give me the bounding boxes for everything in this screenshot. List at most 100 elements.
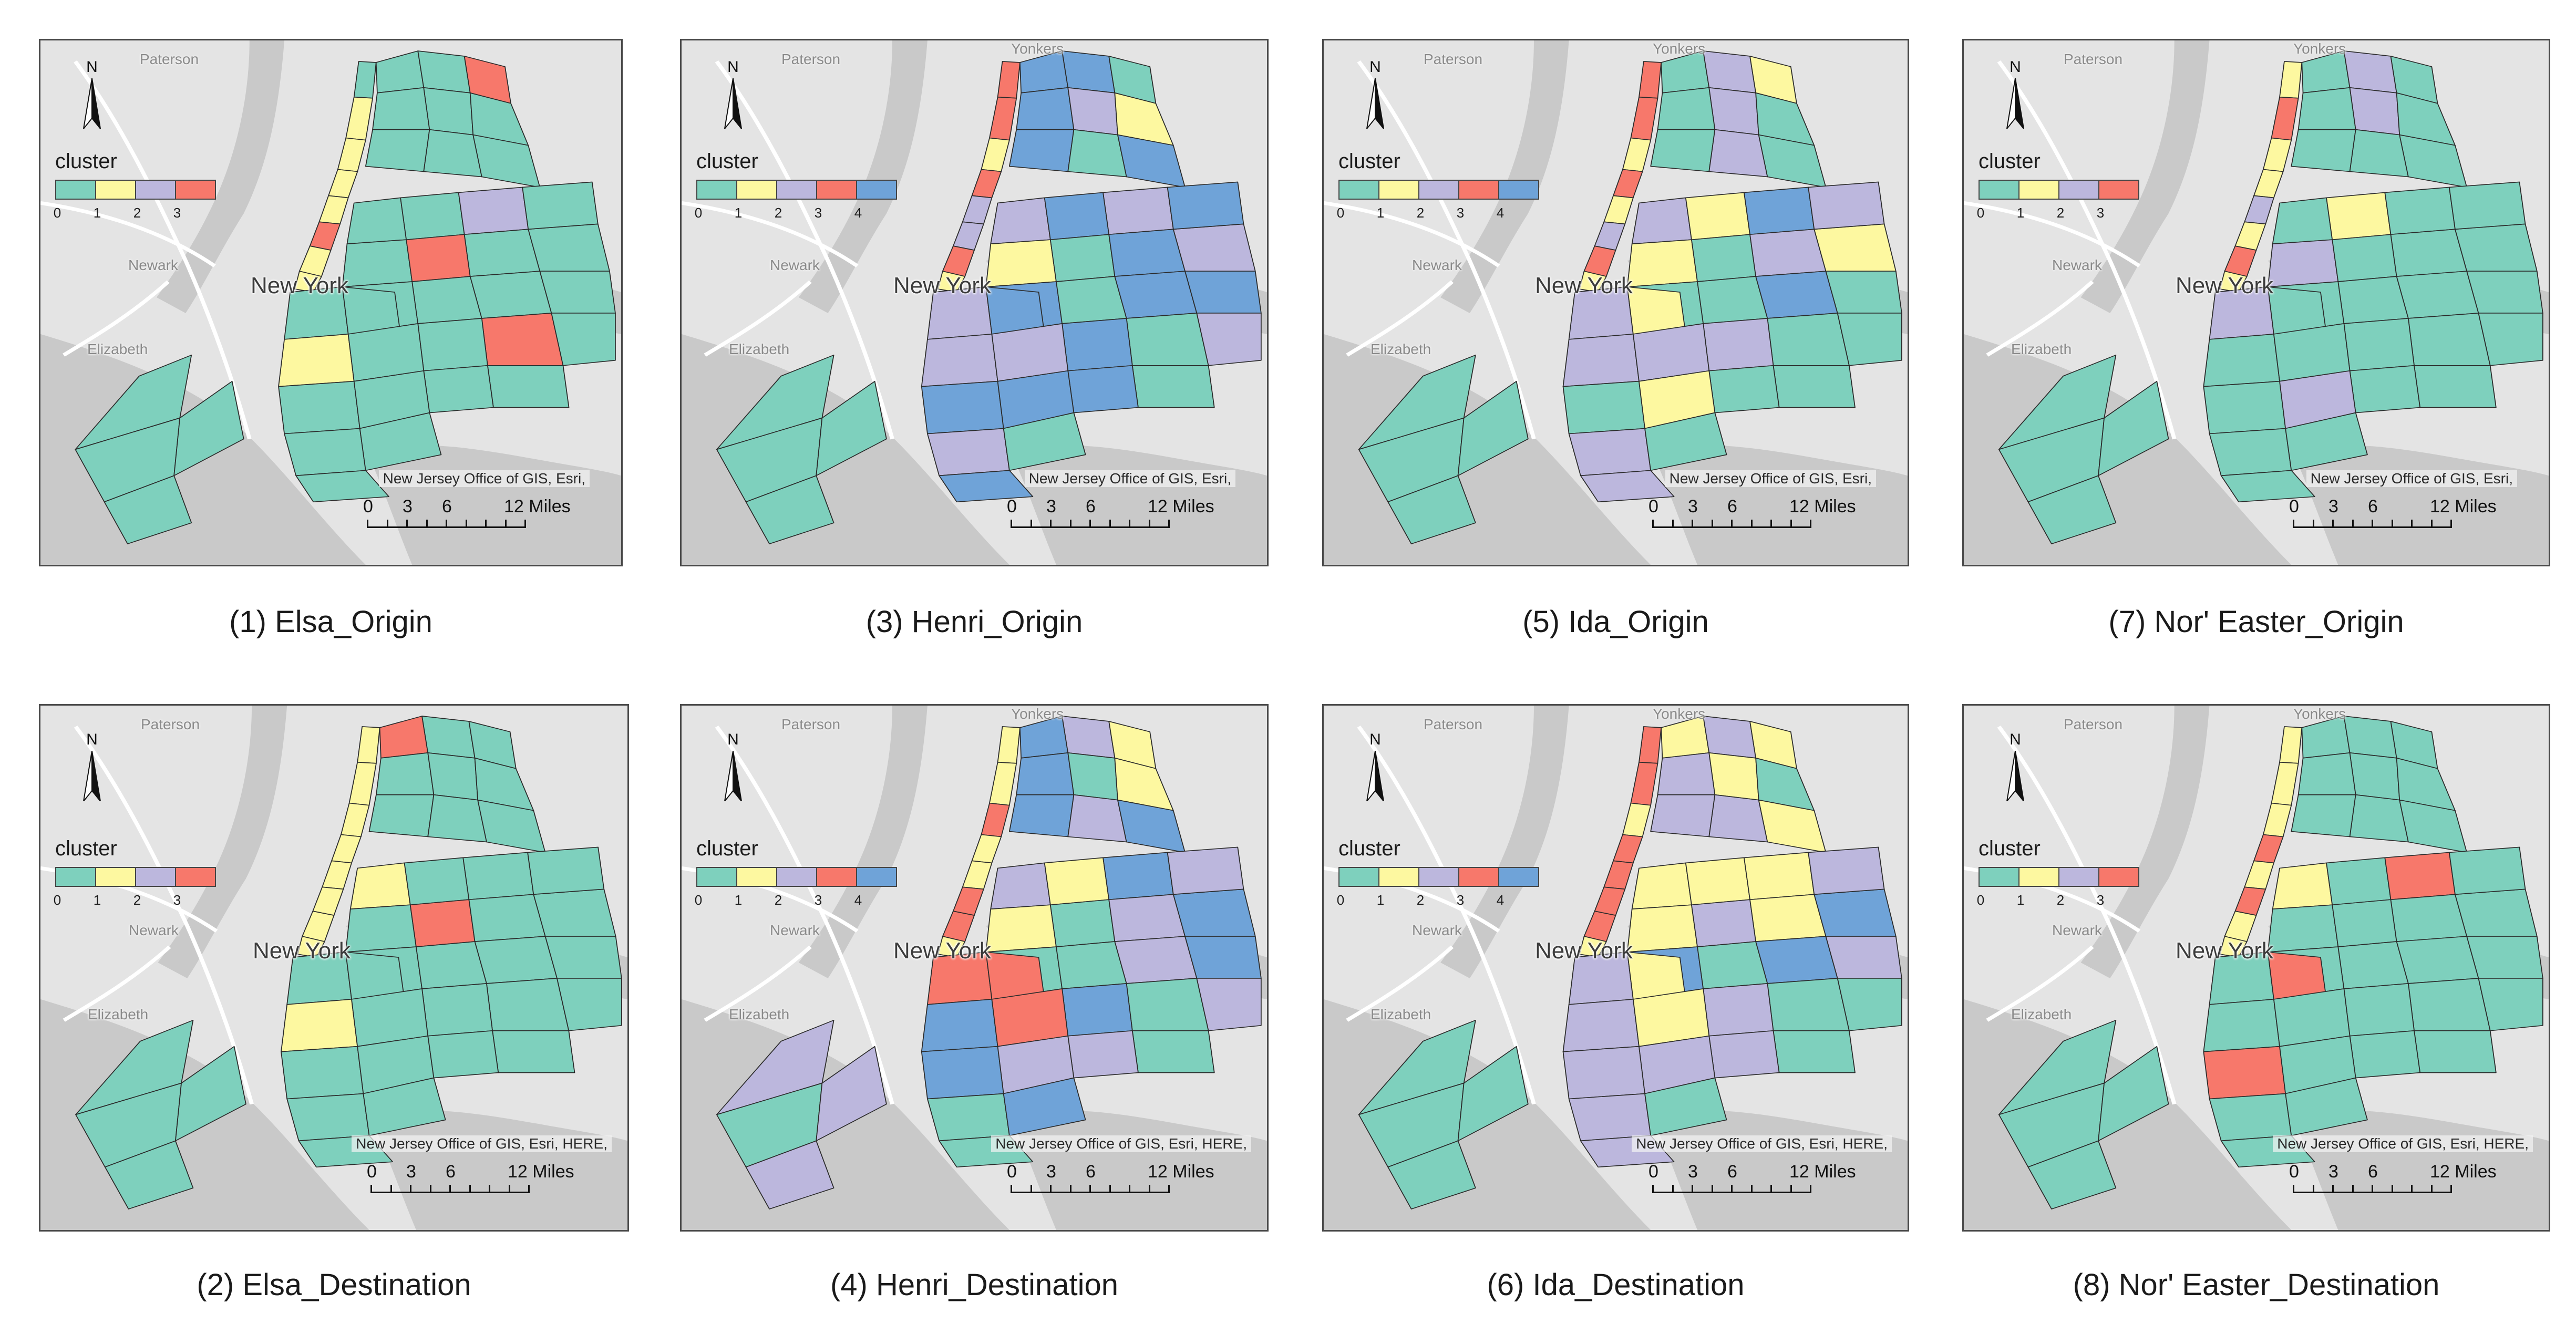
zone-queens_w-0 [1631,197,1692,245]
zone-queens_e-5 [2343,318,2415,371]
cluster-legend: cluster 0 1 2 3 [54,837,216,910]
zone-staten-3 [1387,475,1476,544]
zone-queens_w-1 [1044,857,1110,906]
legend-swatch-1 [2018,867,2059,887]
zone-queens_w-6 [1813,888,1897,937]
zone-queens_e-3 [2466,271,2543,314]
scale-label-0: 0 [2289,1162,2299,1182]
legend-swatches [696,180,897,200]
highway-3 [1986,945,2094,1022]
scale-tick [446,520,447,528]
legend-ticks: 0 1 2 3 [1977,892,2138,910]
zone-queens_w-0 [2272,197,2333,245]
scale-tick [528,1185,530,1193]
zone-queens_e-5 [1703,318,1774,371]
legend-title: cluster [1979,150,2041,173]
water-body-1 [2080,40,2210,313]
attribution-text: New Jersey Office of GIS, Esri, HERE, [1632,1135,1892,1152]
zone-queens_e-5 [2343,983,2415,1037]
zone-bronx-6 [1008,129,1075,172]
highway-3 [1346,945,1454,1022]
legend-swatch-2 [1418,180,1459,200]
place-label-elizabeth: Elizabeth [2011,341,2072,357]
zone-brooklyn-6 [926,1093,1010,1142]
legend-swatches [1979,867,2139,887]
legend-title: cluster [696,150,758,173]
zone-queens_e-3 [1825,271,1902,314]
legend-tick-1: 1 [734,205,743,221]
zone-queens_e-3 [2466,936,2543,979]
scale-labels: 0 3 6 12 Miles [2289,1162,2530,1182]
zone-queens_w-6 [2455,888,2538,937]
zone-queens_e-2 [2396,936,2479,984]
zone-queens_w-3 [1626,239,1698,287]
attribution-text: New Jersey Office of GIS, Esri, HERE, [352,1135,612,1152]
legend-swatch-3 [816,180,857,200]
scale-label-2: 6 [2368,1162,2378,1182]
zone-bronx-1 [421,716,476,759]
north-letter: N [1369,731,1381,748]
place-label-yonkers: Yonkers [2293,706,2346,722]
legend-tick-4: 4 [854,205,862,221]
legend-swatches [696,867,897,887]
zone-bronx-4 [2349,752,2400,801]
zone-queens_w-5 [468,894,546,942]
scale-tick [1731,520,1733,528]
water-body-1 [798,706,928,978]
legend-ticks: 0 1 2 3 [1977,205,2138,223]
zone-brooklyn-8 [939,470,1034,503]
zone-queens_e-6 [557,978,622,1031]
water-body-1 [157,40,285,313]
legend-swatch-2 [776,180,817,200]
scale-tick [1149,1185,1150,1193]
zone-queens_e-5 [1062,983,1133,1037]
zone-bronx-6 [368,794,435,837]
zone-queens_w-4 [1049,899,1116,947]
legend-swatches [1338,180,1539,200]
scale-label-1: 3 [1688,497,1698,516]
cluster-legend: cluster 0 1 2 3 [1977,150,2139,223]
scale-tick [485,520,487,528]
scale-tick [2392,520,2393,528]
legend-swatch-3 [2098,867,2139,887]
legend-swatches [55,867,216,887]
zone-queens_w-3 [1626,904,1698,953]
north-arrow-icon [724,751,743,801]
zone-queens_w-4 [409,899,476,947]
zone-brooklyn-4 [921,1046,1004,1100]
zone-brooklyn-7 [2285,412,2368,471]
scale-line [1652,520,1811,528]
scale-tick [1751,520,1753,528]
zone-queens_e-7 [1131,1030,1215,1073]
zone-brooklyn-2 [921,334,998,387]
zone-queens_e-5 [417,318,488,371]
cluster-legend: cluster 0 1 2 3 [54,150,216,223]
zone-queens_e-6 [1837,978,1902,1031]
scale-tick [1168,520,1170,528]
zone-queens_w-7 [527,846,605,895]
legend-swatch-3 [175,867,216,887]
water-body-1 [1440,706,1569,978]
zone-brooklyn-7 [1644,1077,1727,1136]
scale-tick [2352,1185,2354,1193]
place-label-paterson: Paterson [2064,716,2123,732]
place-label-yonkers: Yonkers [2293,40,2346,57]
highway-0 [1997,725,2177,1105]
legend-tick-1: 1 [1376,892,1385,908]
zone-queens_e-8 [423,365,494,413]
legend-swatch-0 [55,180,96,200]
legend-tick-3: 3 [173,892,181,908]
legend-swatch-4 [1498,867,1539,887]
zone-bronx-3 [1016,752,1075,795]
legend-ticks: 0 1 2 3 [54,892,215,910]
north-arrow: N [717,731,749,804]
city-label: New York [251,273,348,298]
scale-bar: 0 3 6 12 Miles [2289,497,2530,530]
zone-queens_w-6 [1813,223,1897,272]
legend-tick-2: 2 [2056,892,2065,908]
north-arrow: N [2000,731,2031,804]
legend-tick-2: 2 [1416,205,1425,221]
city-label: New York [2176,938,2273,964]
